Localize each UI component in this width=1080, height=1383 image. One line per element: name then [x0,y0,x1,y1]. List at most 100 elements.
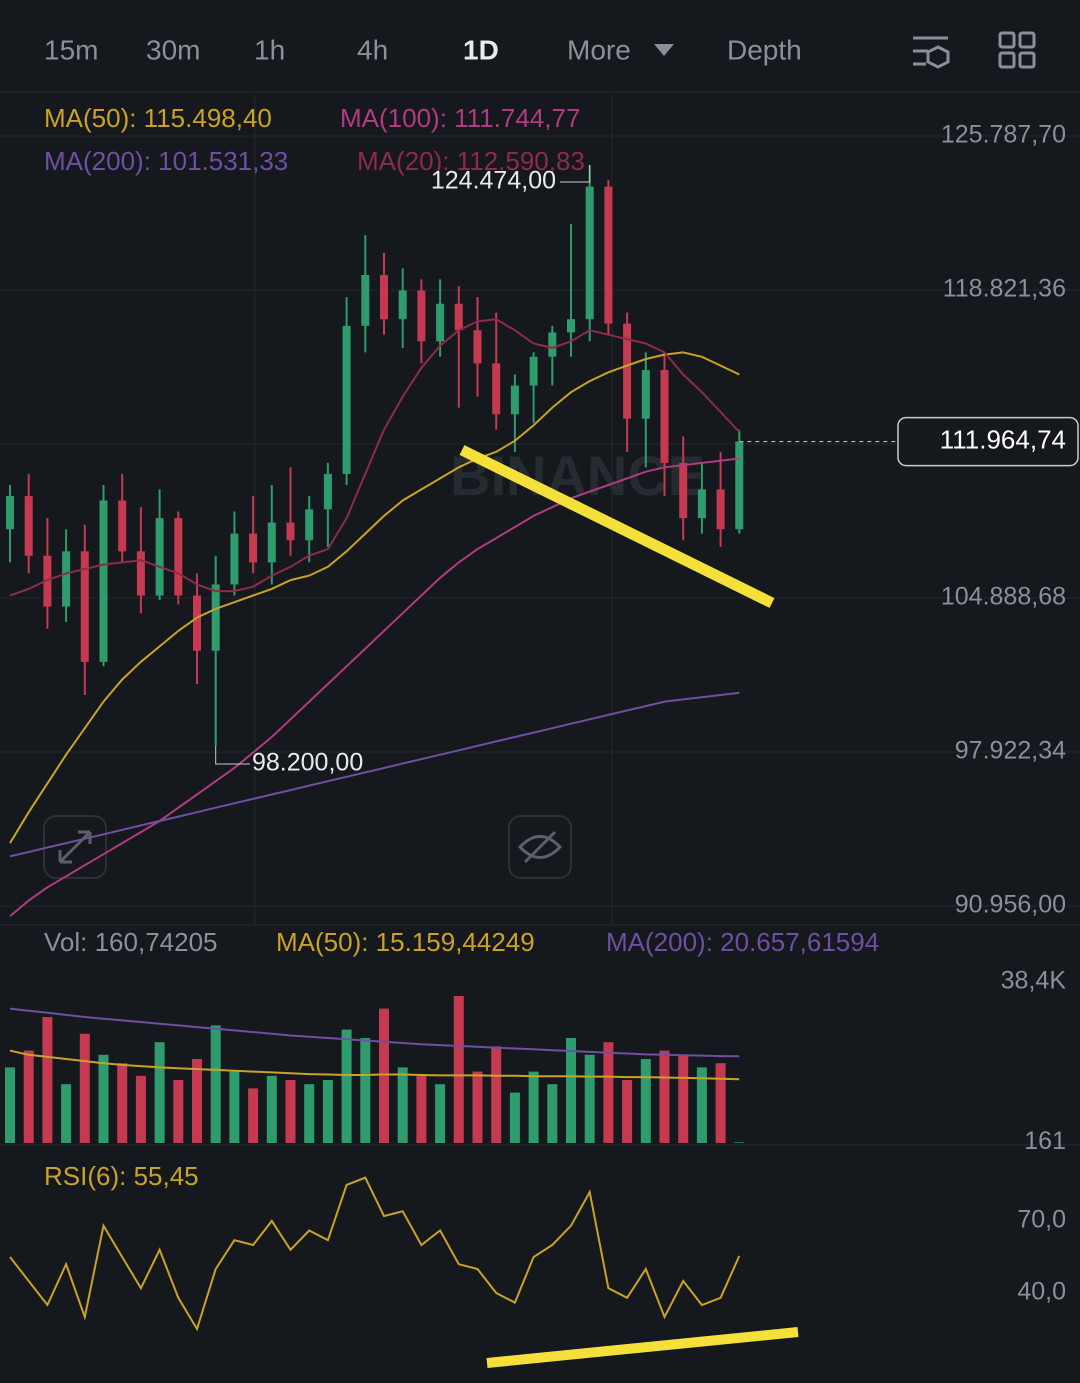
volume-bar [715,1063,726,1143]
candle-body [286,522,295,541]
volume-bar [491,1046,502,1143]
candle-body [585,186,594,320]
volume-bar [154,1042,165,1143]
fullscreen-button[interactable] [43,815,107,879]
hide-button[interactable] [508,815,572,879]
candle-body [604,186,613,324]
tab[interactable]: 30m [146,34,200,65]
tab[interactable]: 15m [44,34,98,65]
y-tick-label: 125.787,70 [941,121,1066,149]
y-tick-label: 40,0 [1017,1278,1066,1306]
volume-bar [210,1025,221,1143]
last-price-label: 111.964,74 [940,424,1066,454]
candle-body [24,496,33,556]
candle-body [697,489,706,519]
volume-bar [23,1050,34,1143]
candle-body [529,356,538,386]
candle-body [323,473,332,510]
volume-bar [192,1059,202,1143]
volume-title: Vol: 160,74205 [44,927,218,957]
tab[interactable]: 4h [357,34,388,65]
candle-body [436,303,445,342]
candle-body [136,551,145,596]
candle-body [6,496,14,530]
plot: 125.787,70118.821,36111.855,02104.888,68… [0,95,1080,1332]
low-label: 98.200,00 [252,749,363,777]
volume-bar [659,1050,670,1143]
legend-entry: MA(100): 111.744,77 [340,103,580,133]
volume-bar [248,1088,259,1143]
volume-bar [5,1067,15,1143]
volume-bar [622,1080,633,1143]
y-tick-label: 38,4K [1001,966,1067,994]
candle-body [510,385,519,415]
y-tick-label: 161 [1024,1127,1066,1155]
low-leader [215,745,250,765]
rsi-title: RSI(6): 55,45 [44,1161,199,1191]
volume-bar [79,1033,90,1143]
volume-bar [360,1038,371,1143]
candle-body [155,518,164,596]
volume-bar [547,1084,558,1143]
candle-body [230,533,239,585]
candle-body [342,325,351,474]
y-tick-label: 70,0 [1017,1206,1066,1234]
volume-bar [397,1067,408,1143]
volume-bar [566,1038,576,1143]
candle-body [398,290,407,320]
tab[interactable]: More [567,34,631,65]
volume-bar [285,1080,296,1143]
volume-bar [528,1071,539,1143]
candle-body [267,522,276,563]
volume-bar [379,1008,389,1143]
volume-bar [229,1071,240,1143]
volume-bar [98,1054,109,1143]
ma-line [9,351,740,844]
candle-body [716,489,725,530]
candle-body [193,595,201,651]
volume-ma-line [9,1049,740,1081]
volume-bar [603,1042,614,1143]
tab[interactable]: 1h [254,34,285,65]
y-tick-label: 90.956,00 [955,891,1066,919]
volume-bar [173,1080,184,1143]
candle-body [174,518,183,596]
candle-body [660,370,669,463]
volume-bar [117,1063,128,1143]
volume-ma-line [9,1007,740,1058]
volume-bar [304,1084,315,1143]
volume-bar [135,1075,146,1143]
ma-line [9,691,740,858]
volume-bar [472,1071,483,1143]
volume-bar [266,1075,277,1143]
last-price-box [897,416,1079,467]
volume-bar [696,1067,707,1143]
volume-bar [416,1075,427,1143]
tab-active[interactable]: 1D [463,34,499,65]
drawn-trendline [486,1327,799,1368]
legend-entry: MA(20): 112.590,83 [357,146,585,176]
ma-line [9,318,741,597]
candle-body [118,500,127,552]
candle-body [567,319,575,333]
candle-body [623,323,632,419]
candle-body [548,332,557,357]
layout-icon[interactable] [998,31,1036,69]
volume-bar [678,1054,689,1143]
settings-icon[interactable] [913,36,950,69]
candle-body [99,500,108,662]
candle-body [361,274,370,326]
legend-entry: MA(200): 101.531,33 [44,146,288,176]
candle-body [641,370,650,419]
y-tick-label: 104.888,68 [941,583,1066,611]
legend-entry: MA(50): 115.498,40 [44,103,272,133]
tab[interactable]: Depth [727,34,802,65]
candle-body [380,274,388,320]
dropdown-icon[interactable] [654,44,674,56]
volume-bar [42,1017,53,1143]
candle-body [211,584,220,651]
volume-bar [734,1142,745,1143]
candle-body [80,551,89,662]
volume-bar [509,1092,520,1143]
